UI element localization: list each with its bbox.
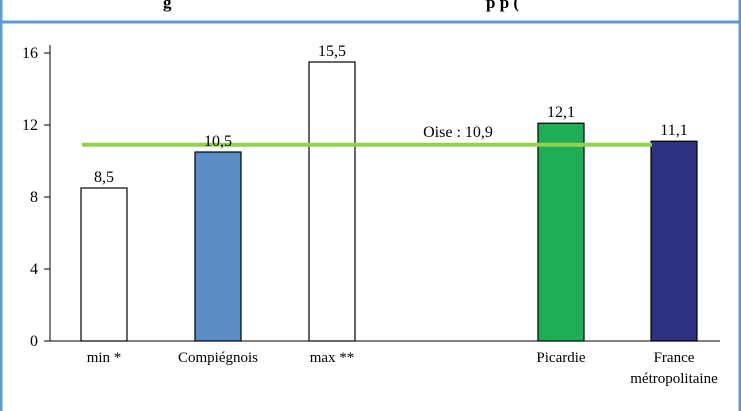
x-category-label: métropolitaine	[630, 371, 718, 387]
bar-value-label: 15,5	[318, 43, 346, 60]
x-category-label: France	[654, 350, 695, 366]
y-tick-group: 0 4 8 12 16	[22, 45, 50, 350]
reference-line-label: Oise : 10,9	[423, 124, 493, 141]
category-label-group: min * Compiégnois max ** Picardie France métr…	[87, 350, 718, 387]
bar-picardie	[537, 122, 585, 342]
bar-france-m-tropolitaine	[650, 140, 698, 342]
x-category-label: min *	[87, 350, 122, 366]
chart-title-fragment-right: p p (	[486, 0, 519, 12]
y-tick-label: 8	[30, 189, 38, 206]
bar-value-label: 11,1	[660, 122, 687, 139]
x-category-label: Picardie	[536, 350, 585, 366]
value-label-group: 8,5 10,5 15,5 12,1 11,1	[94, 43, 688, 186]
bar-value-label: 12,1	[547, 104, 575, 121]
y-tick-label: 16	[22, 45, 38, 62]
x-category-label: Compiégnois	[178, 350, 258, 366]
y-tick-label: 4	[30, 261, 38, 278]
bar-min	[80, 187, 128, 342]
bar-max	[308, 61, 356, 342]
x-category-label: max **	[310, 350, 355, 366]
bar-value-label: 10,5	[204, 133, 232, 150]
bar-group	[80, 61, 698, 342]
bar-compi-gnois	[194, 151, 242, 342]
y-tick-label: 0	[30, 333, 38, 350]
bar-value-label: 8,5	[94, 169, 114, 186]
chart-title-fragment-left: g	[163, 0, 172, 12]
y-tick-label: 12	[22, 117, 38, 134]
reference-line-group: Oise : 10,9	[82, 124, 652, 147]
